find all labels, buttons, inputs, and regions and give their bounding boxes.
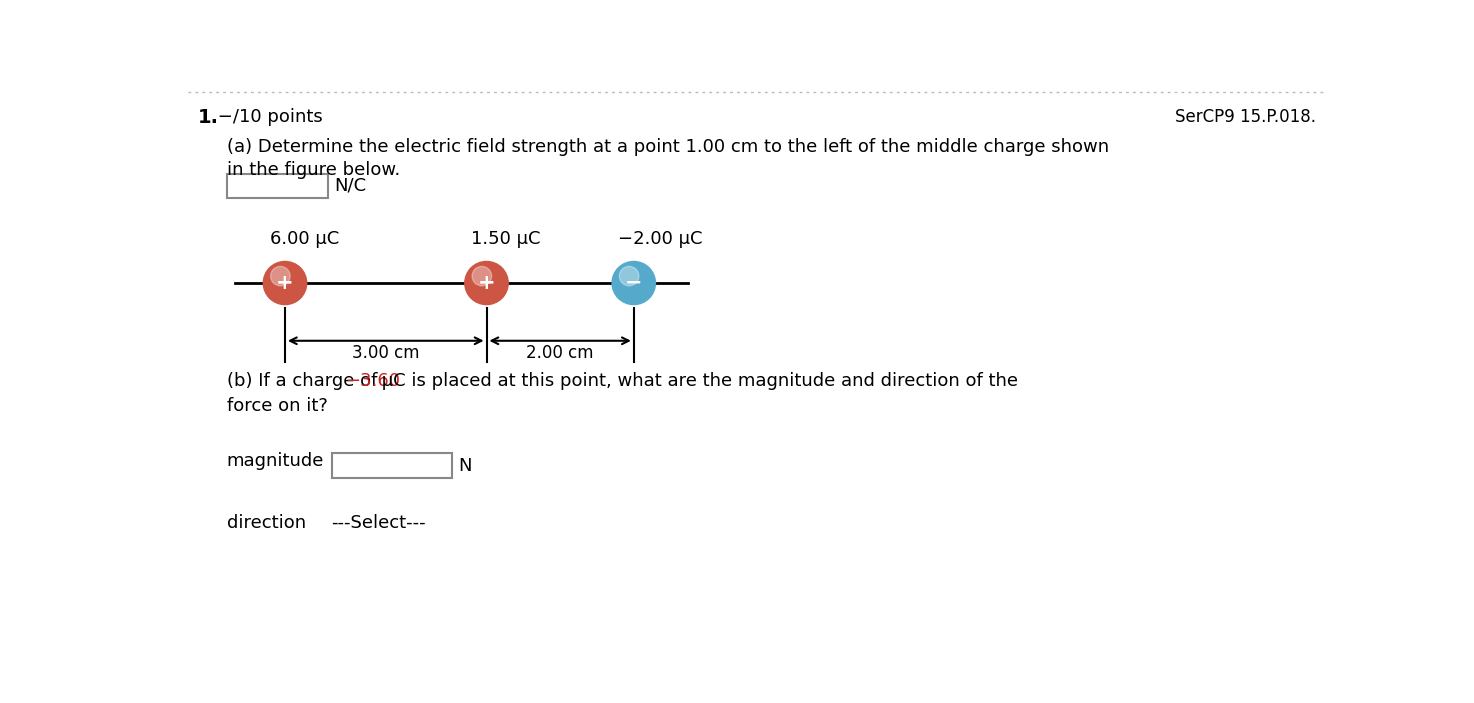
Bar xyxy=(227,174,327,198)
Circle shape xyxy=(612,262,656,304)
Text: magnitude: magnitude xyxy=(227,453,324,470)
Text: 6.00 μC: 6.00 μC xyxy=(270,230,339,247)
Circle shape xyxy=(619,266,638,286)
Text: N: N xyxy=(458,456,472,475)
Text: (b) If a charge of: (b) If a charge of xyxy=(227,372,383,389)
Circle shape xyxy=(472,266,492,286)
Circle shape xyxy=(264,262,307,304)
Text: +: + xyxy=(478,273,495,293)
Text: direction: direction xyxy=(227,514,307,532)
Text: in the figure below.: in the figure below. xyxy=(227,162,399,179)
Text: −/10 points: −/10 points xyxy=(212,108,323,127)
Circle shape xyxy=(464,262,509,304)
Text: 1.50 μC: 1.50 μC xyxy=(472,230,541,247)
Text: 1.: 1. xyxy=(198,108,220,127)
Text: 3.00 cm: 3.00 cm xyxy=(352,344,420,362)
Text: −: − xyxy=(625,273,643,293)
Circle shape xyxy=(271,266,290,286)
Text: +: + xyxy=(276,273,293,293)
Text: force on it?: force on it? xyxy=(227,397,327,415)
Text: 2.00 cm: 2.00 cm xyxy=(526,344,594,362)
Text: (a) Determine the electric field strength at a point 1.00 cm to the left of the : (a) Determine the electric field strengt… xyxy=(227,138,1108,156)
Text: ---Select---: ---Select--- xyxy=(332,514,426,532)
Text: μC is placed at this point, what are the magnitude and direction of the: μC is placed at this point, what are the… xyxy=(376,372,1017,389)
Bar xyxy=(332,453,451,478)
Text: SerCP9 15.P.018.: SerCP9 15.P.018. xyxy=(1175,108,1316,127)
Text: −3.60: −3.60 xyxy=(345,372,399,389)
Text: −2.00 μC: −2.00 μC xyxy=(618,230,703,247)
Text: N/C: N/C xyxy=(333,177,366,195)
